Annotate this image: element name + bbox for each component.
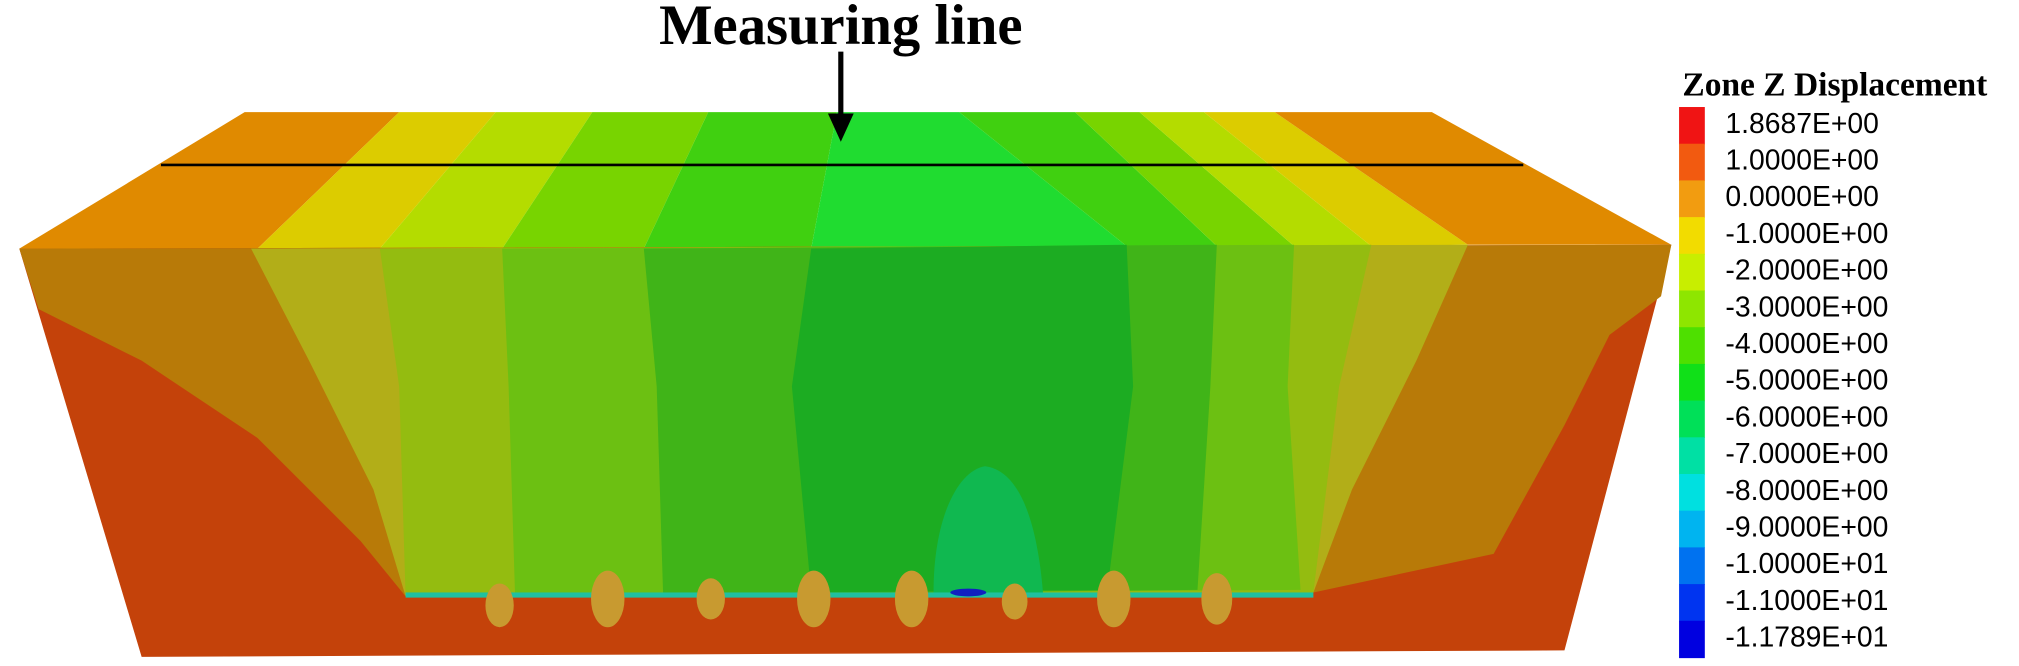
annotation: Measuring line bbox=[659, 0, 1022, 57]
legend-swatch bbox=[1679, 473, 1705, 512]
legend-swatch bbox=[1679, 620, 1705, 659]
legend-swatch bbox=[1679, 437, 1705, 475]
legend-swatch bbox=[1679, 363, 1705, 402]
legend-swatch bbox=[1679, 290, 1705, 328]
legend-swatch bbox=[1679, 327, 1705, 365]
model-front-face bbox=[19, 244, 1672, 657]
legend-label: -5.0000E+00 bbox=[1725, 365, 1888, 397]
model-top-face bbox=[19, 112, 1672, 249]
legend-label: 0.0000E+00 bbox=[1725, 181, 1879, 213]
legend-swatch bbox=[1679, 180, 1705, 218]
legend-label: -1.1789E+01 bbox=[1725, 622, 1888, 654]
legend-swatch bbox=[1679, 253, 1705, 292]
legend-label: -1.0000E+01 bbox=[1725, 548, 1888, 580]
legend-label: -4.0000E+00 bbox=[1725, 328, 1888, 360]
legend-label: 1.0000E+00 bbox=[1725, 145, 1879, 177]
legend: 1.8687E+00 1.0000E+00 0.0000E+00 -1.0000E+0… bbox=[1679, 107, 1888, 659]
legend-label: -6.0000E+00 bbox=[1725, 401, 1888, 433]
legend-label: -3.0000E+00 bbox=[1725, 291, 1888, 323]
legend-swatch bbox=[1679, 510, 1705, 549]
legend-label: -2.0000E+00 bbox=[1725, 255, 1888, 287]
legend-label: -8.0000E+00 bbox=[1725, 475, 1888, 507]
legend-label: -1.1000E+01 bbox=[1725, 585, 1888, 617]
arrow-head bbox=[827, 113, 854, 142]
legend-label: 1.8687E+00 bbox=[1725, 108, 1879, 140]
legend-swatch bbox=[1679, 217, 1705, 255]
legend-swatch bbox=[1679, 143, 1705, 182]
legend-swatch bbox=[1679, 584, 1705, 622]
legend-swatch bbox=[1679, 547, 1705, 585]
legend-title: Zone Z Displacement bbox=[1682, 66, 1987, 103]
legend-swatch bbox=[1679, 400, 1705, 438]
legend-label: -1.0000E+00 bbox=[1725, 218, 1888, 250]
legend-swatch bbox=[1679, 107, 1705, 145]
legend-label: -7.0000E+00 bbox=[1725, 438, 1888, 470]
legend-label: -9.0000E+00 bbox=[1725, 512, 1888, 544]
